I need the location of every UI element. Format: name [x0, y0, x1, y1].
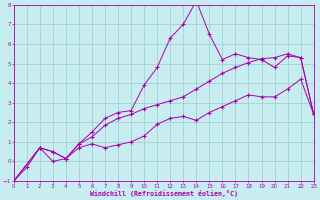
X-axis label: Windchill (Refroidissement éolien,°C): Windchill (Refroidissement éolien,°C): [90, 190, 238, 197]
